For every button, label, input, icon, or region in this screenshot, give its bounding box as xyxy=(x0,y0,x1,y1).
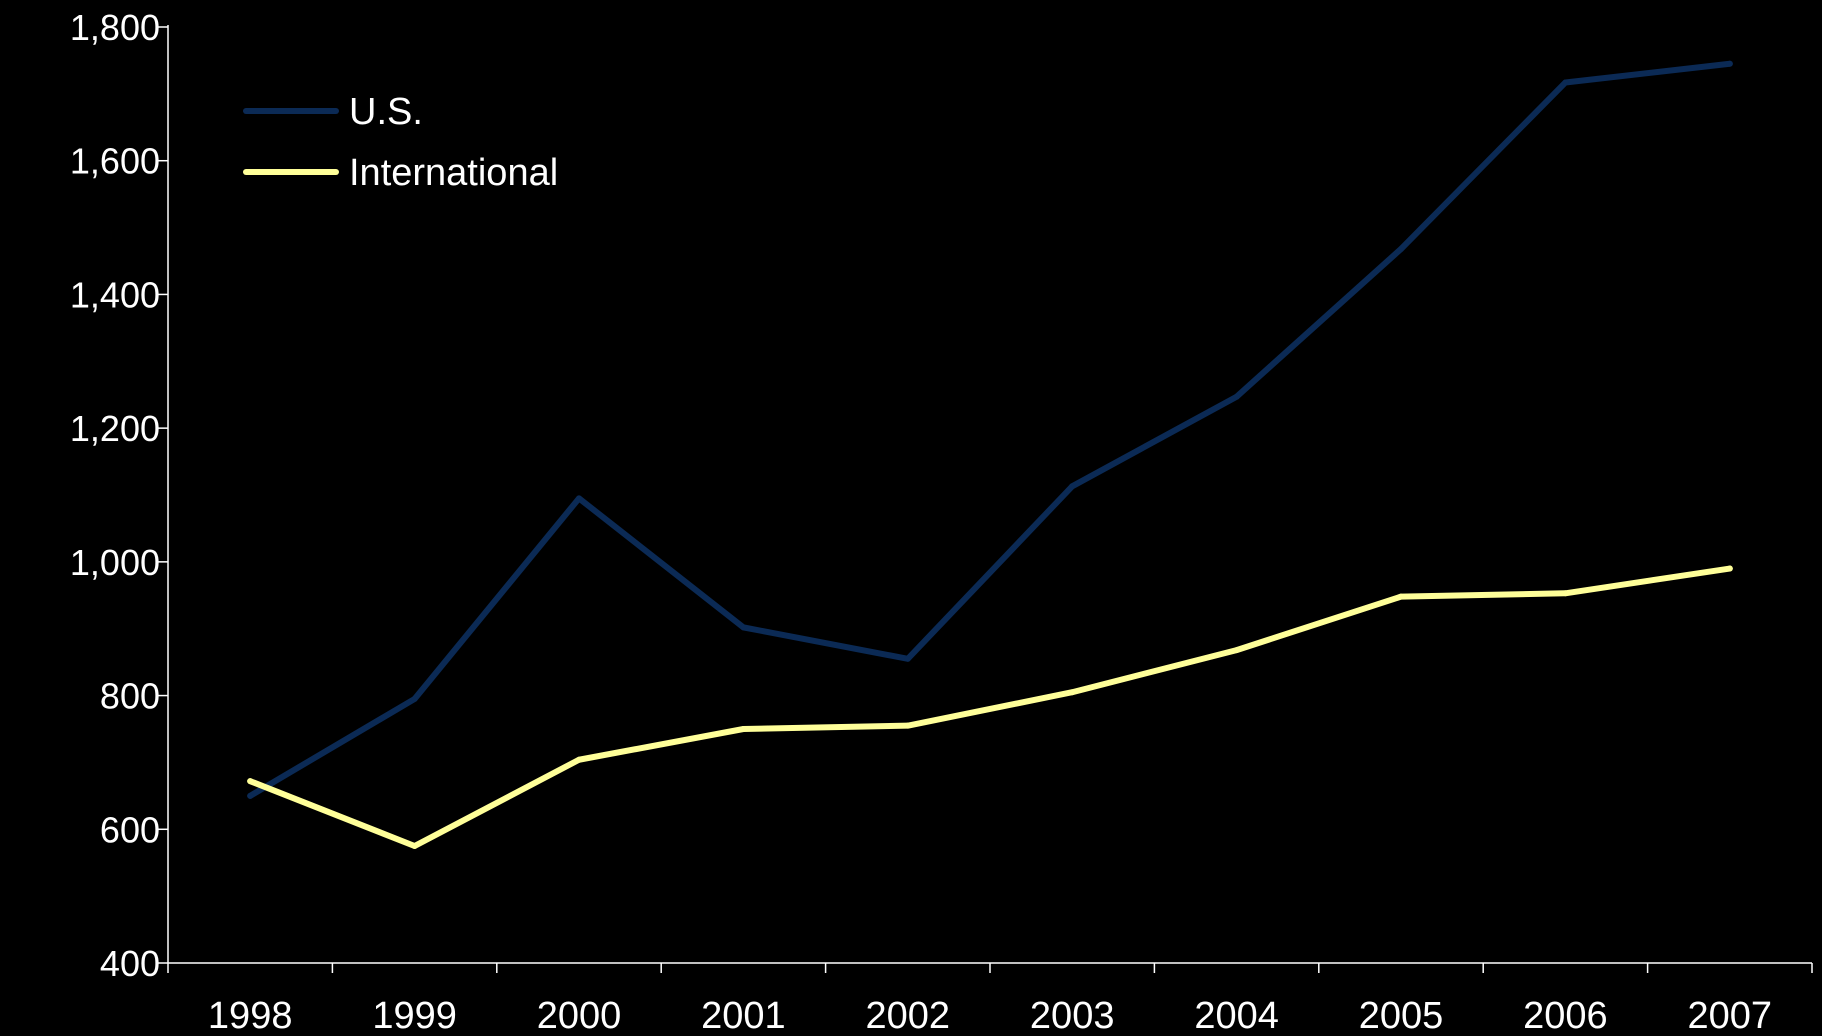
y-tick-label: 400 xyxy=(100,943,160,984)
x-tick-label: 2005 xyxy=(1359,995,1444,1036)
x-tick-label: 2003 xyxy=(1030,995,1115,1036)
x-tick-label: 2001 xyxy=(701,995,786,1036)
x-tick-label: 2004 xyxy=(1194,995,1279,1036)
x-tick-label: 2000 xyxy=(537,995,622,1036)
x-tick-label: 1998 xyxy=(208,995,293,1036)
data-point xyxy=(1562,79,1569,86)
series-lines xyxy=(247,60,1733,849)
data-point xyxy=(1233,393,1240,400)
data-point xyxy=(904,722,911,729)
x-axis-ticks: 1998 1999 2000 2001 2002 2003 2004 2005 2006 2007 xyxy=(167,963,1813,1036)
y-tick-label: 1,600 xyxy=(70,141,160,182)
data-point xyxy=(740,624,747,631)
x-tick-label: 2006 xyxy=(1523,995,1608,1036)
data-point xyxy=(1233,647,1240,654)
y-tick-label: 1,200 xyxy=(70,408,160,449)
data-point xyxy=(904,655,911,662)
data-point xyxy=(1069,483,1076,490)
x-tick-label: 1999 xyxy=(372,995,457,1036)
data-point xyxy=(576,495,582,502)
series-line-us xyxy=(247,60,1733,799)
legend: U.S. International xyxy=(243,91,558,194)
data-point xyxy=(1398,593,1404,600)
x-tick-label: 2002 xyxy=(866,995,951,1036)
y-tick-label: 800 xyxy=(100,676,160,717)
data-point xyxy=(411,843,418,849)
data-point xyxy=(740,726,747,732)
data-point xyxy=(1726,60,1733,67)
legend-label: International xyxy=(349,152,558,194)
x-tick-label: 2007 xyxy=(1688,995,1773,1036)
data-point xyxy=(1562,590,1569,597)
y-axis-ticks: 400 600 800 1,000 1,200 1,400 1,600 1,800 xyxy=(70,7,168,984)
y-tick-label: 1,800 xyxy=(70,7,160,48)
data-point xyxy=(1069,689,1076,696)
data-point xyxy=(1398,245,1404,252)
series-line-international xyxy=(247,565,1733,849)
data-point xyxy=(576,756,582,763)
data-point xyxy=(1726,565,1733,572)
data-point xyxy=(247,792,254,799)
data-point xyxy=(411,695,418,702)
y-tick-label: 1,400 xyxy=(70,274,160,315)
legend-label: U.S. xyxy=(349,91,423,133)
y-tick-label: 1,000 xyxy=(70,542,160,583)
data-point xyxy=(247,778,254,785)
y-tick-label: 600 xyxy=(100,809,160,850)
